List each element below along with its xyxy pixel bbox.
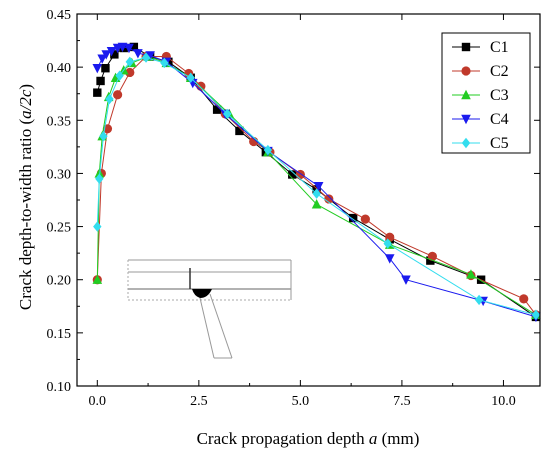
y-tick-label: 0.15 [47, 327, 72, 342]
inset-crack-path-1 [199, 297, 215, 359]
y-tick-label: 0.30 [47, 167, 72, 182]
data-point-c4 [106, 47, 117, 57]
legend-marker-c2 [461, 66, 471, 76]
data-point-c4 [97, 54, 107, 64]
data-point-c1 [288, 170, 297, 179]
inset-crack-shape [192, 289, 212, 298]
data-point-c1 [348, 213, 358, 223]
x-tick-label: 0.0 [89, 394, 107, 409]
legend-box [441, 32, 531, 154]
data-point-c5 [95, 173, 104, 184]
legend-label: C5 [490, 135, 509, 152]
data-point-c5 [186, 72, 195, 83]
legend-label: C4 [490, 111, 509, 128]
data-point-c1 [93, 88, 102, 97]
data-point-c5 [115, 70, 124, 81]
data-point-c2 [360, 214, 370, 224]
legend-label: C3 [490, 87, 509, 104]
legend-item-c2: C2 [452, 63, 509, 80]
y-tick-label: 0.10 [47, 380, 72, 395]
legend-item-c4: C4 [452, 111, 509, 128]
series-c4 [92, 42, 541, 323]
legend-marker-c1 [461, 42, 471, 52]
data-point-c5 [383, 238, 392, 249]
data-point-c3 [466, 269, 476, 279]
data-point-c5 [141, 52, 151, 63]
data-point-c4 [133, 49, 143, 59]
data-point-c3 [94, 168, 105, 178]
data-point-c4 [145, 51, 155, 61]
data-point-c1 [129, 42, 139, 52]
data-point-c3 [311, 199, 322, 209]
data-point-c5 [160, 57, 169, 69]
data-point-c3 [92, 274, 103, 284]
data-point-c5 [125, 56, 134, 68]
data-point-c5 [263, 144, 273, 156]
legend-marker-c5 [461, 137, 471, 149]
data-point-c1 [96, 76, 105, 86]
data-point-c4 [313, 181, 324, 192]
data-point-c5 [105, 93, 114, 105]
y-tick-label: 0.25 [47, 221, 72, 236]
data-point-c5 [99, 131, 108, 142]
data-point-c1 [426, 256, 435, 265]
x-tick-label: 7.5 [393, 394, 411, 409]
legend-item-c5: C5 [452, 135, 509, 152]
inset-crack-path-2 [209, 293, 233, 359]
axes-layer: 0.0 2.5 5.0 7.5 10.0 0.10 0.15 0.20 0.25 0.30 0.35… [47, 8, 541, 409]
data-point-c4 [101, 50, 112, 60]
data-point-c2 [196, 81, 206, 91]
inset-crack-schematic [127, 259, 292, 359]
data-point-c1 [235, 126, 244, 136]
legend-label: C1 [490, 39, 509, 56]
series-line-c3 [96, 55, 537, 316]
legend-label: C2 [490, 63, 509, 80]
y-axis-title: Crack depth-to-width ratio (a/2c) [16, 84, 35, 310]
data-point-c5 [531, 309, 541, 320]
data-point-c5 [312, 188, 321, 199]
data-point-c1 [110, 50, 119, 59]
x-axis-title: Crack propagation depth a (mm) [197, 429, 420, 448]
legend-item-c1: C1 [452, 39, 509, 56]
y-tick-label: 0.20 [47, 274, 72, 289]
y-tick-label: 0.45 [47, 8, 72, 23]
legend: C1 C2 C3 C4 C5 [441, 32, 531, 154]
data-point-c4 [384, 254, 395, 264]
legend-item-c3: C3 [452, 87, 509, 104]
data-point-c2 [113, 90, 123, 100]
data-point-c4 [92, 64, 103, 74]
data-point-c2 [324, 194, 334, 204]
data-point-c5 [93, 221, 102, 232]
series-layer [92, 42, 541, 323]
data-point-c4 [401, 275, 411, 285]
x-tick-label: 5.0 [292, 394, 310, 409]
y-tick-label: 0.35 [47, 114, 72, 129]
x-tick-label: 2.5 [190, 394, 208, 409]
data-point-c5 [223, 108, 232, 120]
data-point-c5 [474, 294, 484, 306]
data-point-c2 [519, 294, 529, 304]
data-point-c1 [212, 105, 222, 114]
x-tick-label: 10.0 [491, 394, 516, 409]
y-tick-label: 0.40 [47, 61, 72, 76]
legend-marker-c3 [461, 89, 471, 100]
data-point-c4 [124, 43, 134, 54]
data-point-c2 [125, 67, 135, 78]
series-c5 [93, 52, 541, 320]
data-point-c2 [427, 251, 437, 261]
legend-marker-c4 [461, 114, 471, 125]
data-point-c1 [101, 64, 110, 73]
